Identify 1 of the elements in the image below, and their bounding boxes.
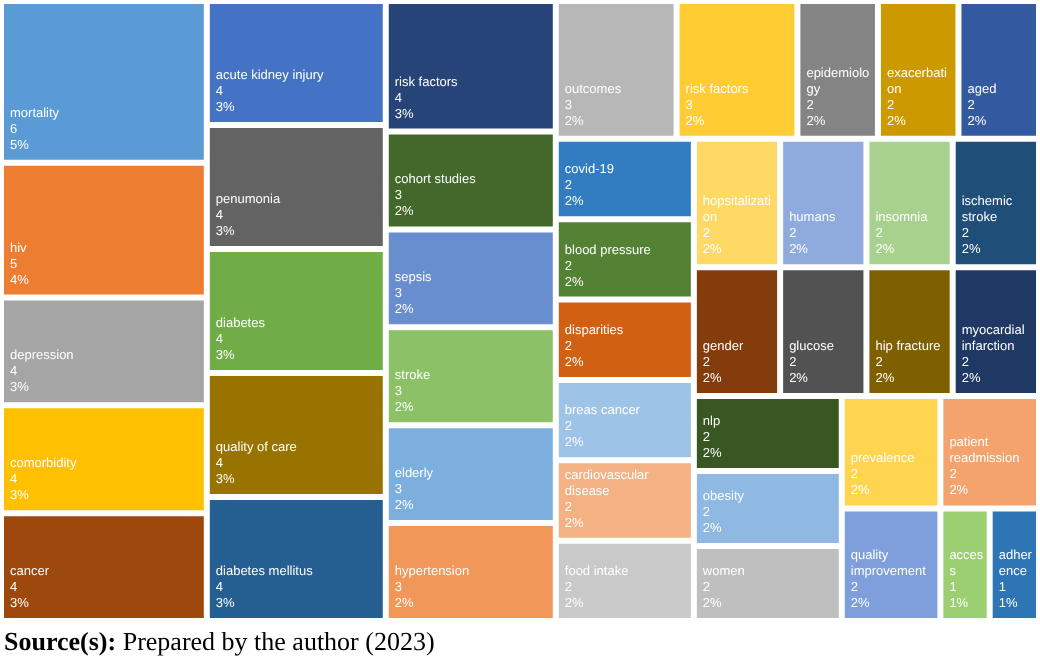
- source-note: Source(s): Prepared by the author (2023): [4, 624, 437, 660]
